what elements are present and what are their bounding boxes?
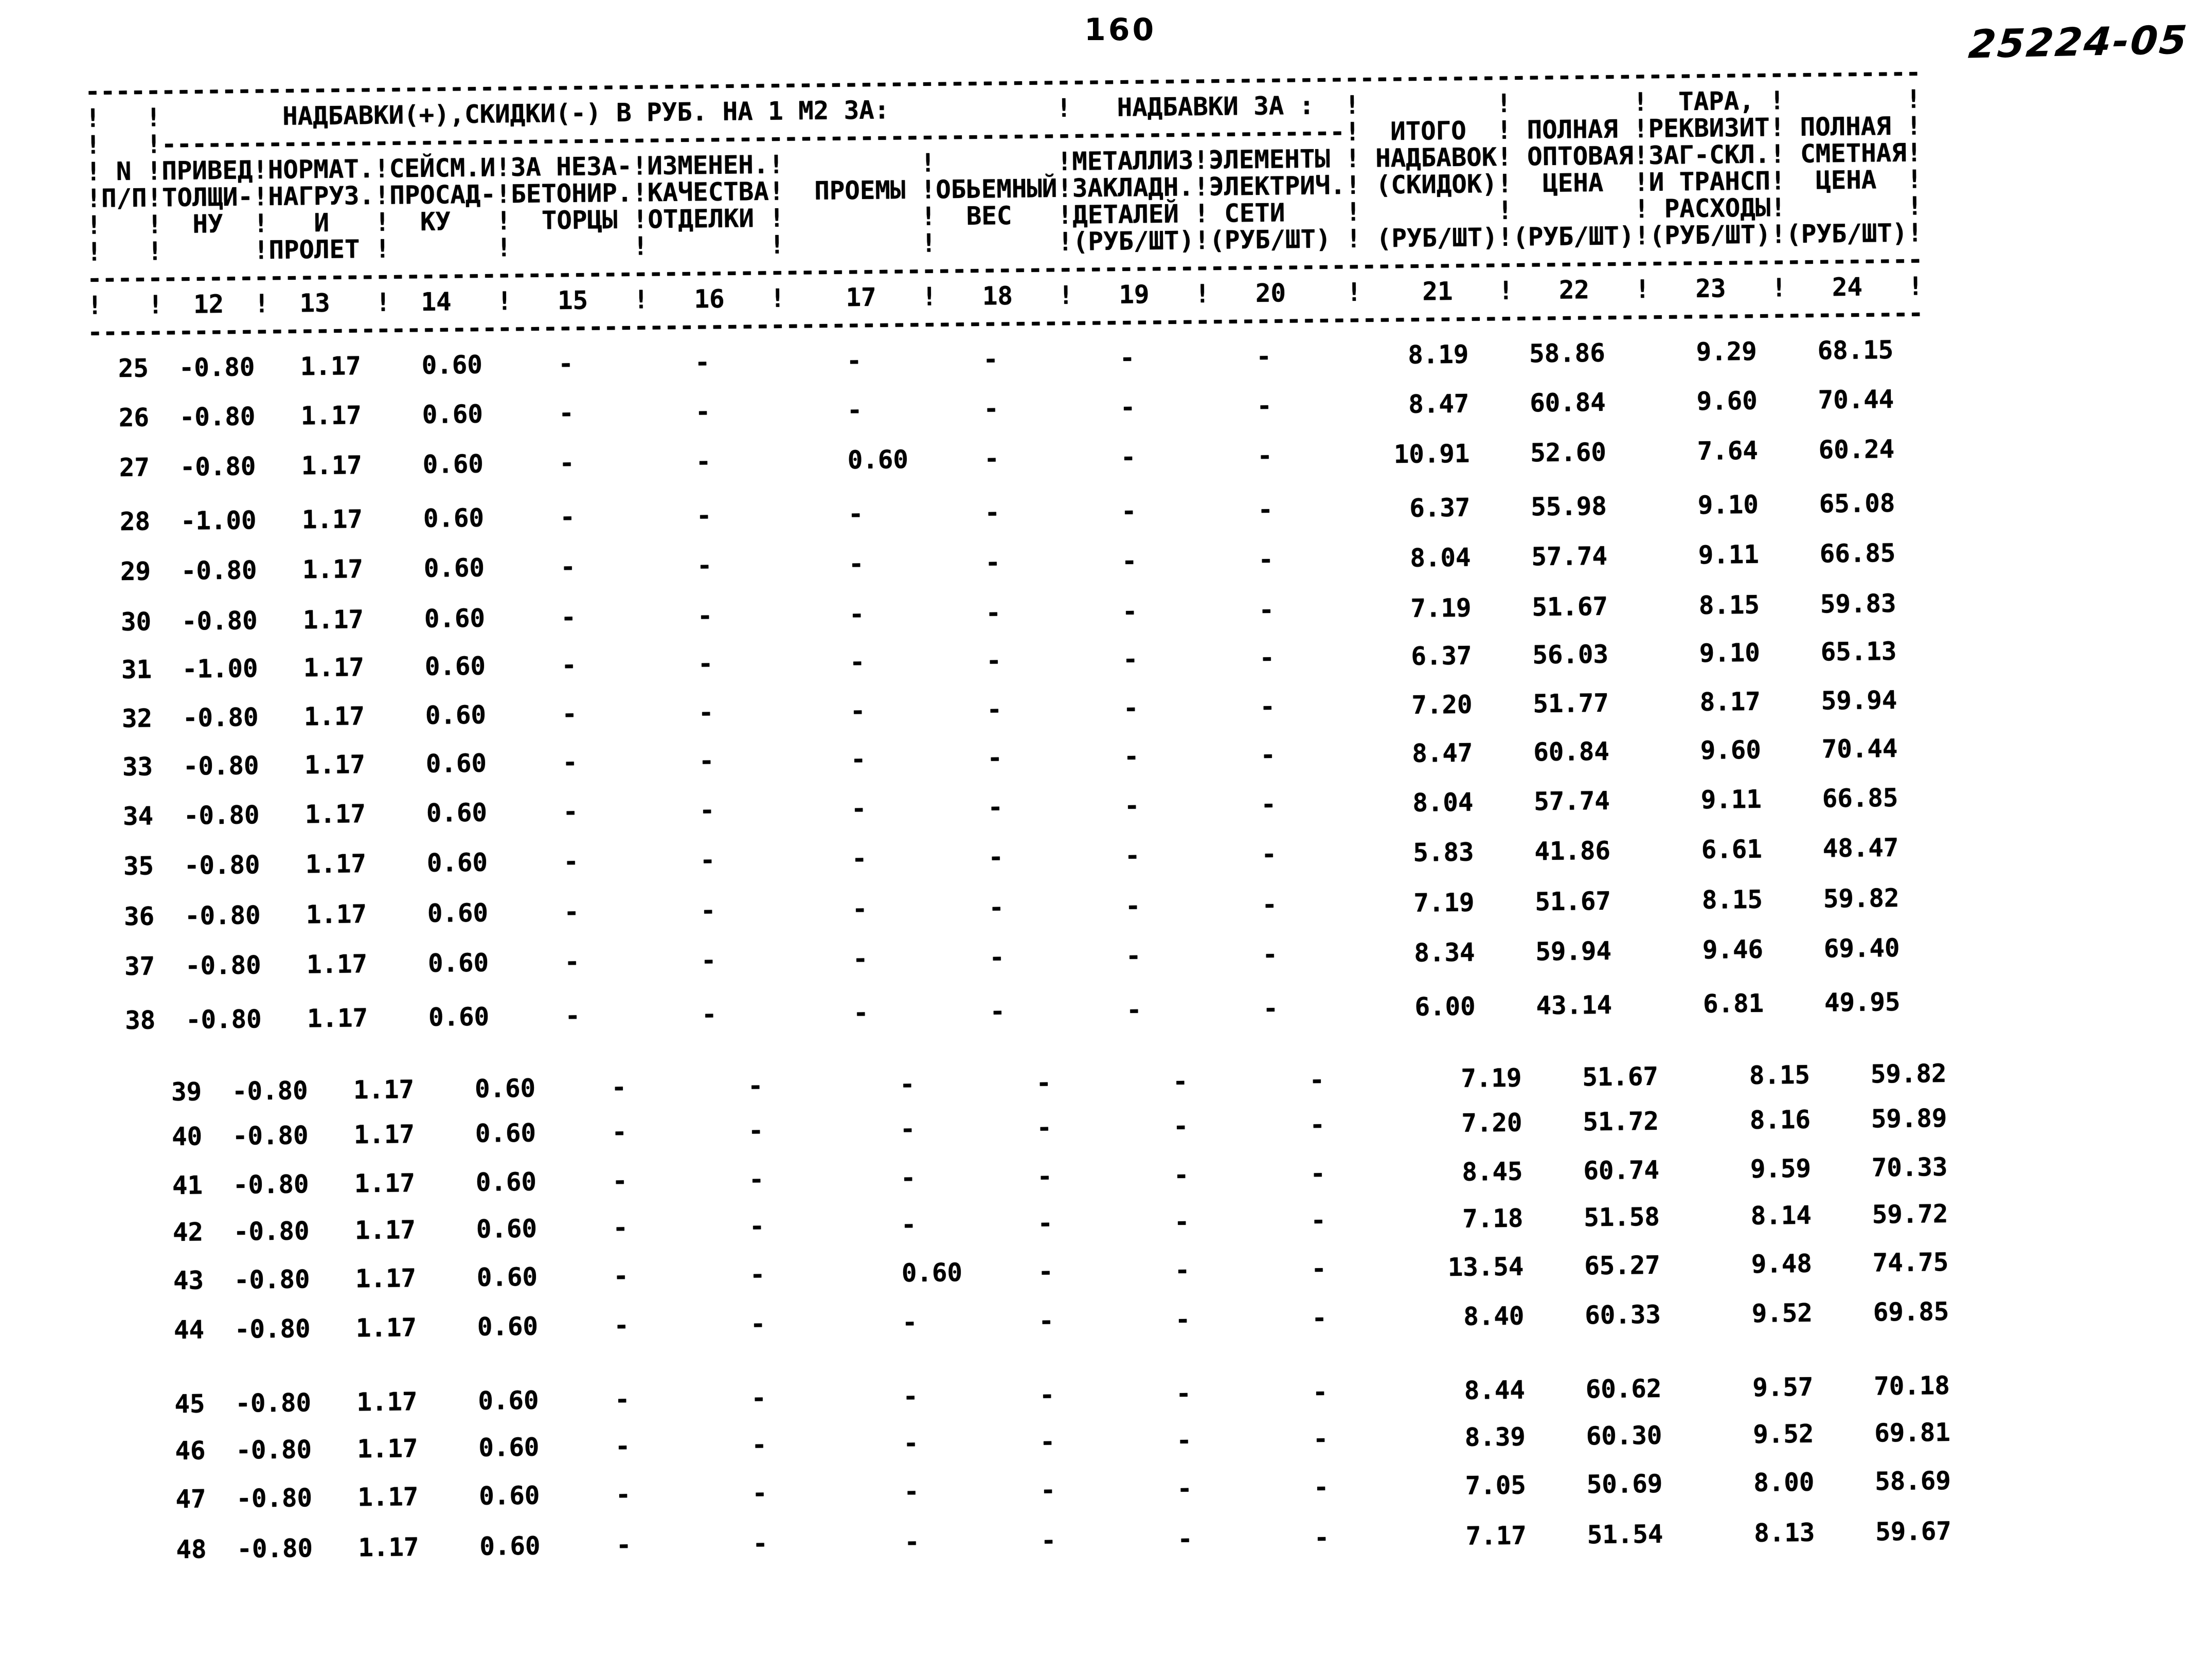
table-row: 40 -0.80 1.17 0.60 - - - - - - 7.20 51.7…: [96, 1103, 1947, 1152]
table-row: 36 -0.80 1.17 0.60 - - - - - - 7.19 51.6…: [93, 883, 1899, 932]
table-row: 38 -0.80 1.17 0.60 - - - - - - 6.00 43.1…: [94, 987, 1901, 1036]
table-row: 31 -1.00 1.17 0.60 - - - - - - 6.37 56.0…: [91, 636, 1897, 685]
table-row: 34 -0.80 1.17 0.60 - - - - - - 8.04 57.7…: [92, 783, 1898, 832]
table-row: 43 -0.80 1.17 0.60 - - 0.60 - - - 13.54 …: [97, 1247, 1949, 1296]
table-row: 32 -0.80 1.17 0.60 - - - - - - 7.20 51.7…: [91, 685, 1897, 734]
price-table: ----------------------------------------…: [84, 0, 2015, 1680]
table-body: 25 -0.80 1.17 0.60 - - - - - - 8.19 58.8…: [84, 0, 1998, 1564]
table-row: 48 -0.80 1.17 0.60 - - - - - - 7.17 51.5…: [100, 1516, 1952, 1565]
table-row: 27 -0.80 1.17 0.60 - - 0.60 - - - 10.91 …: [88, 434, 1895, 483]
table-row: 28 -1.00 1.17 0.60 - - - - - - 6.37 55.9…: [89, 488, 1895, 537]
table-row: 47 -0.80 1.17 0.60 - - - - - - 7.05 50.6…: [99, 1466, 1951, 1515]
table-row: 41 -0.80 1.17 0.60 - - - - - - 8.45 60.7…: [96, 1152, 1948, 1201]
table-row: 35 -0.80 1.17 0.60 - - - - - - 5.83 41.8…: [93, 833, 1899, 881]
table-row: 37 -0.80 1.17 0.60 - - - - - - 8.34 59.9…: [94, 933, 1900, 982]
table-row: 33 -0.80 1.17 0.60 - - - - - - 8.47 60.8…: [92, 733, 1898, 782]
table-row: 39 -0.80 1.17 0.60 - - - - - - 7.19 51.6…: [95, 1058, 1947, 1108]
table-row: 44 -0.80 1.17 0.60 - - - - - - 8.40 60.3…: [98, 1296, 1949, 1346]
table-header: ----------------------------------------…: [84, 58, 1924, 347]
table-row: 45 -0.80 1.17 0.60 - - - - - - 8.44 60.6…: [98, 1370, 1950, 1420]
page-number: 160: [1084, 12, 1157, 48]
table-row: 26 -0.80 1.17 0.60 - - - - - - 8.47 60.8…: [88, 384, 1894, 433]
doc-code-handwritten: 25224-05: [1966, 16, 2187, 67]
table-row: 42 -0.80 1.17 0.60 - - - - - - 7.18 51.5…: [97, 1199, 1948, 1248]
table-row: 46 -0.80 1.17 0.60 - - - - - - 8.39 60.3…: [99, 1417, 1951, 1467]
table-row: 30 -0.80 1.17 0.60 - - - - - - 7.19 51.6…: [90, 588, 1896, 637]
table-row: 29 -0.80 1.17 0.60 - - - - - - 8.04 57.7…: [89, 538, 1896, 587]
